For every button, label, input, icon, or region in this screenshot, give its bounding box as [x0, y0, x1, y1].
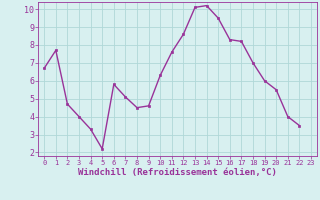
X-axis label: Windchill (Refroidissement éolien,°C): Windchill (Refroidissement éolien,°C): [78, 168, 277, 177]
